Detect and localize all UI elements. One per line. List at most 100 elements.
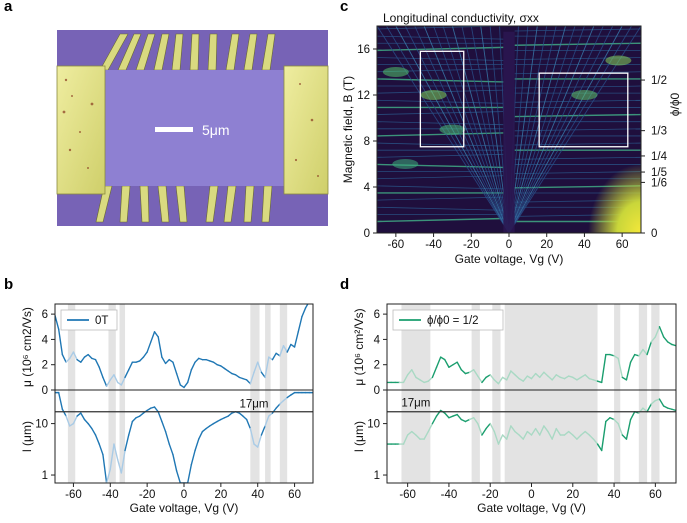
- mobility-curve-segment: [161, 356, 167, 365]
- mobility-curve-segment: [547, 375, 553, 381]
- mean-free-path-curve-segment: [271, 407, 277, 414]
- contact-pad-right: [283, 65, 329, 195]
- mean-free-path-curve-segment: [76, 412, 82, 417]
- mean-free-path-curve-segment: [91, 427, 97, 436]
- mean-free-path-curve-segment: [131, 417, 137, 423]
- heatmap-panel-c: Longitudinal conductivity, σxx -60 -40 -20 0…: [341, 11, 682, 266]
- mean-free-path-curve-segment: [227, 412, 233, 417]
- x-tick-label: 20: [566, 489, 579, 501]
- mobility-curve-segment: [175, 372, 182, 386]
- mobility-curve-segment: [279, 345, 285, 357]
- heatmap-line: [377, 206, 504, 211]
- mobility-curve-segment: [113, 374, 119, 384]
- reference-line-label: 17μm: [401, 398, 430, 410]
- mean-free-path-curve-segment: [128, 420, 134, 436]
- mobility-curve-segment: [139, 356, 145, 362]
- y-tick-label: 12: [357, 90, 370, 102]
- mean-free-path-curve-segment: [109, 443, 115, 470]
- heatmap-line: [377, 57, 504, 61]
- panel-letter-d: d: [340, 276, 350, 293]
- landau-fan-line: [451, 26, 510, 233]
- mobility-curve-segment: [227, 370, 233, 375]
- mobility-curve-segment: [297, 315, 303, 333]
- mean-free-path-curve-segment: [161, 420, 167, 433]
- landau-fan-line: [508, 26, 557, 233]
- top-y-axis-label: μ (10⁶ cm2/Vs): [20, 307, 34, 387]
- y-tick-label: 0: [42, 385, 48, 397]
- mean-free-path-curve-segment: [157, 411, 163, 423]
- x-tick-label: 20: [540, 239, 553, 251]
- chart-panel-d: 0 2 4 6 1 10 -60 -40 -20 0 20 40 60 Gate voltage, Vg …: [352, 303, 677, 515]
- panel-letter-b: b: [4, 276, 14, 293]
- landau-fan-line: [508, 26, 604, 233]
- x-tick-label: -40: [102, 489, 119, 501]
- mobility-curve-segment: [473, 369, 479, 377]
- mobility-curve-segment: [444, 358, 450, 368]
- x-tick-label: -60: [65, 489, 82, 501]
- mean-free-path-curve-segment: [146, 407, 152, 412]
- heatmap-high-conductivity-region: [588, 164, 641, 233]
- landau-fan-line: [433, 26, 510, 233]
- mobility-curve-segment: [65, 357, 71, 363]
- mobility-curve-segment: [76, 358, 82, 363]
- x-tick-label: 40: [608, 489, 621, 501]
- mean-free-path-curve-segment: [580, 430, 586, 436]
- panel-letter-c: c: [340, 0, 349, 15]
- mobility-curve-segment: [584, 374, 590, 380]
- y-tick-label: 4: [374, 334, 381, 346]
- mean-free-path-curve-segment: [588, 434, 595, 440]
- mobility-curve-segment: [427, 376, 434, 382]
- mobility-curve-segment: [452, 361, 458, 366]
- mean-free-path-curve-segment: [164, 430, 170, 445]
- right-tick-label: 1/3: [651, 126, 667, 138]
- mean-free-path-curve-segment: [105, 468, 111, 483]
- mean-free-path-curve-segment: [286, 394, 292, 399]
- mobility-curve-segment: [543, 371, 549, 377]
- heatmap-line: [514, 128, 641, 132]
- mobility-curve-segment: [468, 369, 475, 373]
- mean-free-path-curve-segment: [415, 434, 421, 440]
- mobility-curve-segment: [411, 369, 417, 379]
- mean-free-path-curve-segment: [264, 415, 270, 427]
- landau-fan-line: [442, 26, 510, 233]
- y-tick-label: 1: [42, 470, 48, 482]
- mobility-curve-segment: [212, 361, 218, 366]
- right-tick-label: 0: [651, 228, 657, 240]
- landau-fan-line: [423, 26, 510, 233]
- shaded-band: [504, 304, 598, 483]
- mobility-curve-segment: [124, 369, 130, 379]
- mean-free-path-curve-segment: [481, 427, 487, 436]
- heatmap-bright-region: [392, 159, 419, 169]
- mobility-curve-segment: [98, 366, 104, 379]
- mobility-curve-segment: [646, 341, 652, 356]
- mobility-curve-segment: [592, 379, 599, 382]
- mean-free-path-curve-segment: [242, 415, 248, 421]
- mean-free-path-curve-segment: [642, 407, 648, 413]
- mean-free-path-curve-segment: [72, 415, 78, 425]
- legend-label: 0T: [95, 315, 108, 327]
- mobility-curve-segment: [282, 345, 288, 353]
- mobility-curve-segment: [234, 374, 240, 379]
- mean-free-path-curve-segment: [592, 438, 599, 445]
- x-tick-label: 40: [251, 489, 264, 501]
- mean-free-path-curve-segment: [94, 434, 100, 445]
- mobility-curve-segment: [464, 371, 471, 375]
- mobility-curve-segment: [634, 353, 640, 357]
- mobility-curve-segment: [264, 356, 270, 379]
- mean-free-path-curve-segment: [120, 449, 126, 474]
- mobility-curve-segment: [257, 361, 263, 373]
- mobility-curve-segment: [83, 353, 89, 358]
- mean-free-path-curve-segment: [514, 430, 520, 436]
- mean-free-path-curve-segment: [113, 443, 119, 461]
- mobility-curve-segment: [128, 361, 134, 371]
- x-tick-label: 0: [181, 489, 187, 501]
- landau-fan-line: [508, 26, 576, 233]
- landau-fan-line: [508, 26, 585, 233]
- mobility-curve-segment: [456, 361, 463, 371]
- heatmap-line: [377, 153, 504, 158]
- mobility-curve-segment: [485, 374, 491, 379]
- mean-free-path-curve-segment: [605, 417, 611, 423]
- mobility-curve-segment: [105, 379, 111, 387]
- mean-free-path-curve-segment: [567, 430, 574, 436]
- mobility-curve-segment: [572, 376, 578, 381]
